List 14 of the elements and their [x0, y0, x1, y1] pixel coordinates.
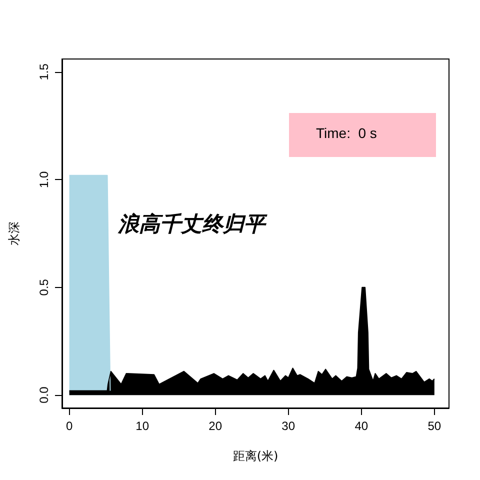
x-axis-title: 距离(米) — [232, 449, 278, 463]
x-tick-label: 20 — [208, 419, 222, 433]
y-tick-label: 1.5 — [37, 63, 51, 80]
annotation: 浪高千丈终归平 — [117, 211, 268, 236]
y-tick-label: 0.5 — [37, 278, 51, 296]
x-tick-label: 40 — [354, 419, 368, 433]
y-tick-label: 1.0 — [37, 170, 51, 188]
text-box: Time: 0 s — [289, 113, 436, 157]
y-tick-label: 0.0 — [37, 386, 51, 404]
x-tick-label: 50 — [428, 419, 442, 433]
x-tick-label: 30 — [282, 419, 296, 433]
x-tick-label: 0 — [66, 419, 73, 433]
x-tick-label: 10 — [136, 419, 150, 433]
y-axis-title: 水深 — [7, 222, 21, 246]
